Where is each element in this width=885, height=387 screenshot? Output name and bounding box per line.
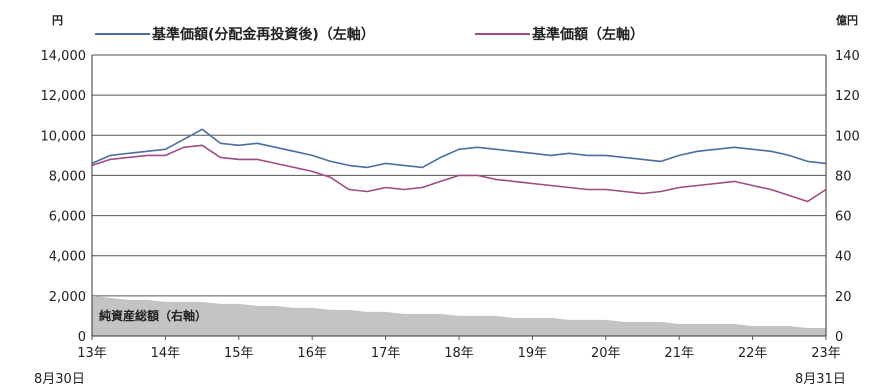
right-tick-label: 120 [835,89,860,104]
left-axis-ticks: 0 2,000 4,000 6,000 8,000 10,000 12,000 14,000 [41,49,87,345]
right-tick-label: 40 [835,250,852,265]
left-tick-label: 12,000 [41,89,87,104]
right-axis-unit: 億円 [836,13,858,27]
x-axis-ticks: 13年 14年 15年 16年 17年 18年 19年 20年 21年 22年 23年 [77,336,841,361]
x-tick-label: 13年 [77,346,107,361]
right-tick-label: 20 [835,290,852,305]
end-date-label: 8月31日 [795,372,846,387]
left-tick-label: 10,000 [41,129,87,144]
net-assets-area [92,295,826,336]
left-tick-label: 4,000 [49,250,86,265]
right-tick-label: 80 [835,169,852,184]
right-tick-label: 100 [835,129,860,144]
x-tick-label: 16年 [297,346,327,361]
x-tick-label: 21年 [664,346,694,361]
net-assets-area-fill [92,295,826,336]
x-tick-label: 20年 [591,346,621,361]
left-axis-unit: 円 [52,14,63,27]
left-tick-label: 0 [78,330,86,345]
left-tick-label: 14,000 [41,49,87,64]
legend-label-nav-reinvested: 基準価額(分配金再投資後)（左軸） [152,26,375,43]
series-line-nav-reinvested [91,128,827,169]
x-tick-label: 15年 [224,346,254,361]
gridlines [92,54,826,297]
right-tick-label: 140 [835,49,860,64]
left-tick-label: 8,000 [49,169,86,184]
legend-label-nav: 基準価額（左軸） [532,26,644,43]
left-tick-label: 2,000 [49,290,86,305]
right-tick-label: 60 [835,210,852,225]
net-assets-area-label: 純資産総額（右軸） [99,308,207,323]
x-tick-label: 22年 [738,346,768,361]
right-tick-label: 0 [835,330,843,345]
start-date-label: 8月30日 [34,372,85,387]
x-tick-label: 23年 [811,346,841,361]
right-axis-ticks: 0 20 40 60 80 100 120 140 [835,49,860,345]
x-tick-label: 18年 [444,346,474,361]
x-tick-label: 17年 [371,346,401,361]
x-tick-label: 19年 [518,346,548,361]
x-tick-label: 14年 [151,346,181,361]
plot-frame [91,55,827,337]
series-line-nav [91,144,827,203]
series-lines [91,128,827,203]
left-tick-label: 6,000 [49,210,86,225]
